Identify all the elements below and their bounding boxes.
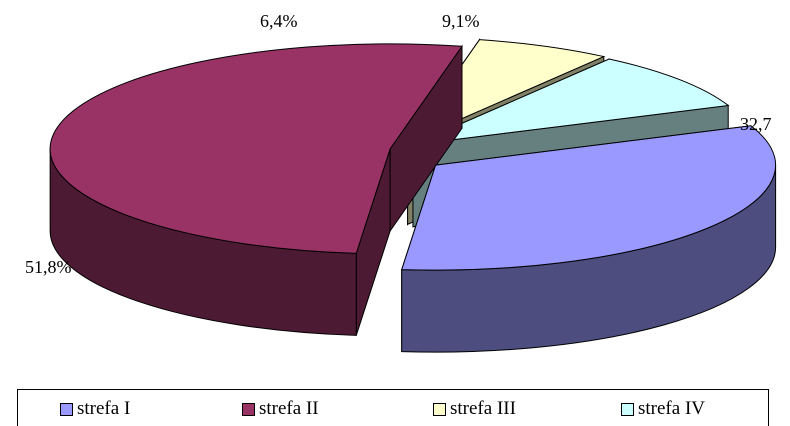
legend-label-strefa-ii: strefa II	[259, 398, 319, 419]
legend-item-strefa-ii: strefa II	[242, 398, 319, 420]
slice-strefa-ii	[49, 43, 463, 336]
legend-item-strefa-iv: strefa IV	[621, 398, 705, 420]
legend-swatch-strefa-ii	[242, 402, 255, 416]
chart-legend: strefa I strefa II strefa III strefa IV	[17, 389, 769, 426]
legend-item-strefa-i: strefa I	[60, 398, 130, 420]
legend-label-strefa-iv: strefa IV	[638, 398, 705, 419]
legend-label-strefa-i: strefa I	[77, 398, 131, 419]
legend-swatch-strefa-iv	[621, 402, 634, 416]
data-label-strefa-iv: 9,1%	[442, 11, 480, 31]
legend-swatch-strefa-i	[60, 402, 73, 416]
slice-top-strefa-iv	[412, 58, 730, 146]
legend-swatch-strefa-iii	[433, 402, 446, 416]
legend-item-strefa-iii: strefa III	[433, 398, 516, 420]
slice-top-strefa-ii	[49, 43, 463, 254]
data-label-strefa-iii: 6,4%	[260, 11, 298, 31]
data-label-strefa-i: 32,7	[740, 114, 772, 134]
slice-strefa-i	[401, 125, 777, 353]
slice-top-strefa-i	[401, 125, 777, 271]
legend-label-strefa-iii: strefa III	[450, 398, 516, 419]
data-label-strefa-ii: 51,8%	[25, 257, 72, 277]
